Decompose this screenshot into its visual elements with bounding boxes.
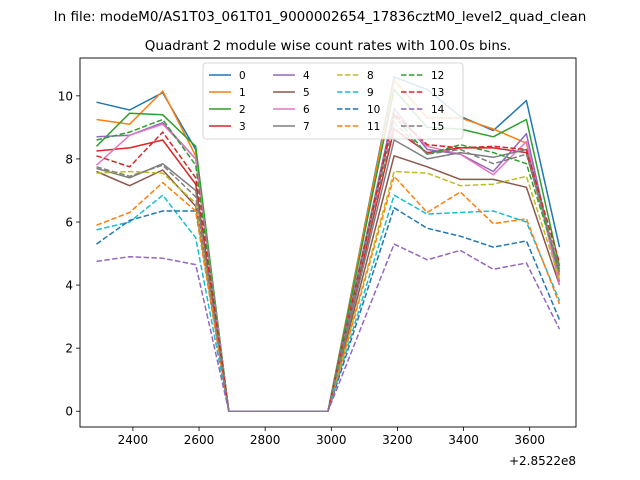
legend-label-13: 13 [431, 87, 444, 99]
legend-label-15: 15 [431, 121, 444, 133]
x-tick-label: 3000 [316, 433, 347, 447]
legend-label-11: 11 [367, 121, 380, 133]
y-tick-label: 10 [58, 89, 73, 103]
series-line-10 [96, 207, 561, 412]
x-axis-offset-label: +2.8522e8 [509, 454, 576, 468]
series-line-13 [96, 112, 561, 412]
series-layer [95, 76, 561, 412]
y-axis: 0 2 4 6 8 10 [58, 89, 80, 419]
x-axis: 2400 2600 2800 3000 3200 3400 3600 [118, 427, 545, 447]
legend-label-0: 0 [239, 70, 246, 82]
legend-label-3: 3 [239, 121, 246, 133]
plot-frame [79, 57, 577, 428]
x-tick-label: 3400 [448, 433, 479, 447]
chart-suptitle: In file: modeM0/AS1T03_061T01_9000002654… [54, 9, 587, 25]
chart-title: Quadrant 2 module wise count rates with … [145, 38, 511, 54]
x-tick-label: 2400 [118, 433, 149, 447]
series-line-15 [96, 121, 561, 412]
legend-label-5: 5 [303, 87, 310, 99]
legend-label-7: 7 [303, 121, 310, 133]
legend-label-2: 2 [239, 104, 246, 116]
legend-label-12: 12 [431, 70, 444, 82]
x-tick-label: 3600 [514, 433, 545, 447]
y-tick-label: 4 [65, 279, 73, 293]
x-tick-label: 3200 [382, 433, 413, 447]
legend-label-1: 1 [239, 87, 246, 99]
legend-label-8: 8 [367, 70, 374, 82]
y-tick-label: 6 [65, 216, 73, 230]
legend-label-6: 6 [303, 104, 310, 116]
y-tick-label: 8 [65, 152, 73, 166]
legend-label-10: 10 [367, 104, 380, 116]
x-tick-label: 2800 [250, 433, 281, 447]
series-line-12 [96, 115, 561, 412]
legend-box [202, 62, 464, 140]
legend-label-9: 9 [367, 87, 374, 99]
series-line-11 [96, 175, 561, 412]
legend-label-4: 4 [303, 70, 310, 82]
x-tick-label: 2600 [184, 433, 215, 447]
y-tick-label: 2 [65, 342, 73, 356]
y-tick-label: 0 [65, 405, 73, 419]
legend-label-14: 14 [431, 104, 445, 116]
